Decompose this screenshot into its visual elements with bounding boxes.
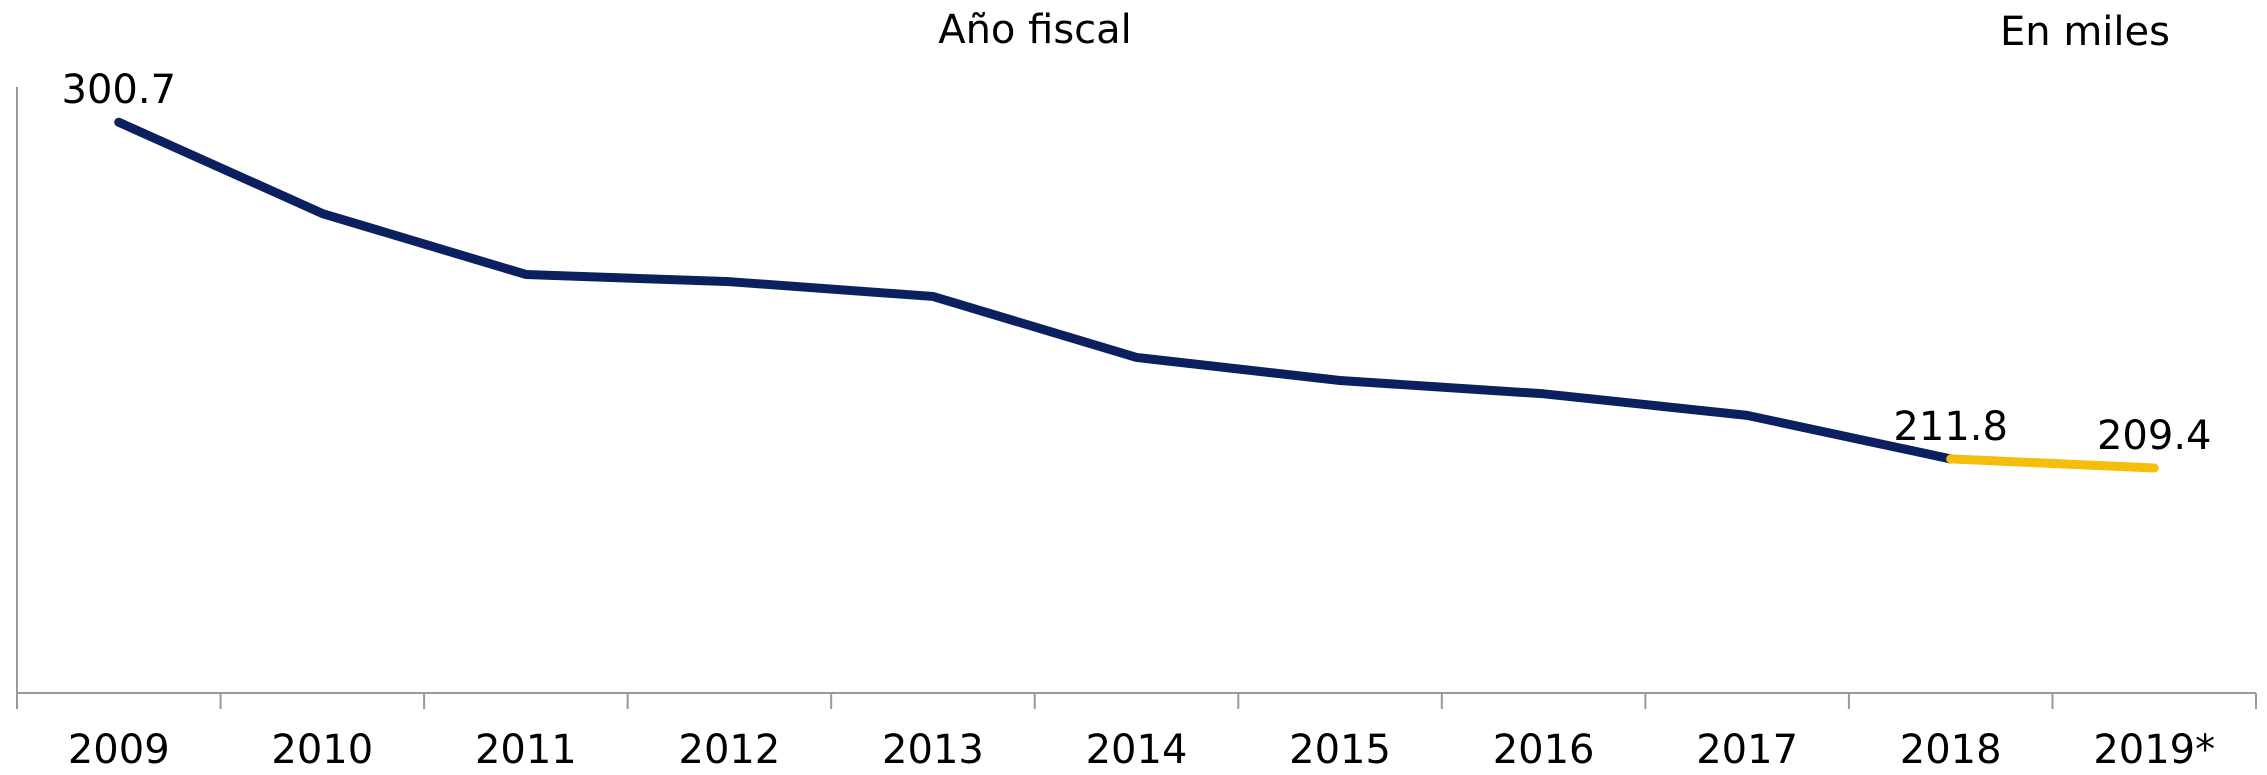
data-line <box>1946 454 2159 473</box>
x-tick-label: 2009 <box>68 727 170 773</box>
data-label: 300.7 <box>62 67 177 113</box>
data-label: 209.4 <box>2097 413 2212 459</box>
unit-annotation: En miles <box>2000 9 2170 55</box>
x-tick-label: 2017 <box>1696 727 1798 773</box>
x-tick-label: 2018 <box>1900 727 2002 773</box>
x-tick-label: 2011 <box>475 727 577 773</box>
data-label: 211.8 <box>1893 404 2008 450</box>
x-tick-label: 2014 <box>1086 727 1188 773</box>
x-tick-label: 2019* <box>2093 727 2215 773</box>
x-tick-label: 2012 <box>679 727 781 773</box>
chart-title: Año fiscal <box>938 7 1132 53</box>
data-line <box>114 117 1956 464</box>
x-tick-label: 2015 <box>1289 727 1391 773</box>
x-tick-label: 2013 <box>882 727 984 773</box>
x-tick-label: 2016 <box>1493 727 1595 773</box>
x-tick-label: 2010 <box>271 727 373 773</box>
